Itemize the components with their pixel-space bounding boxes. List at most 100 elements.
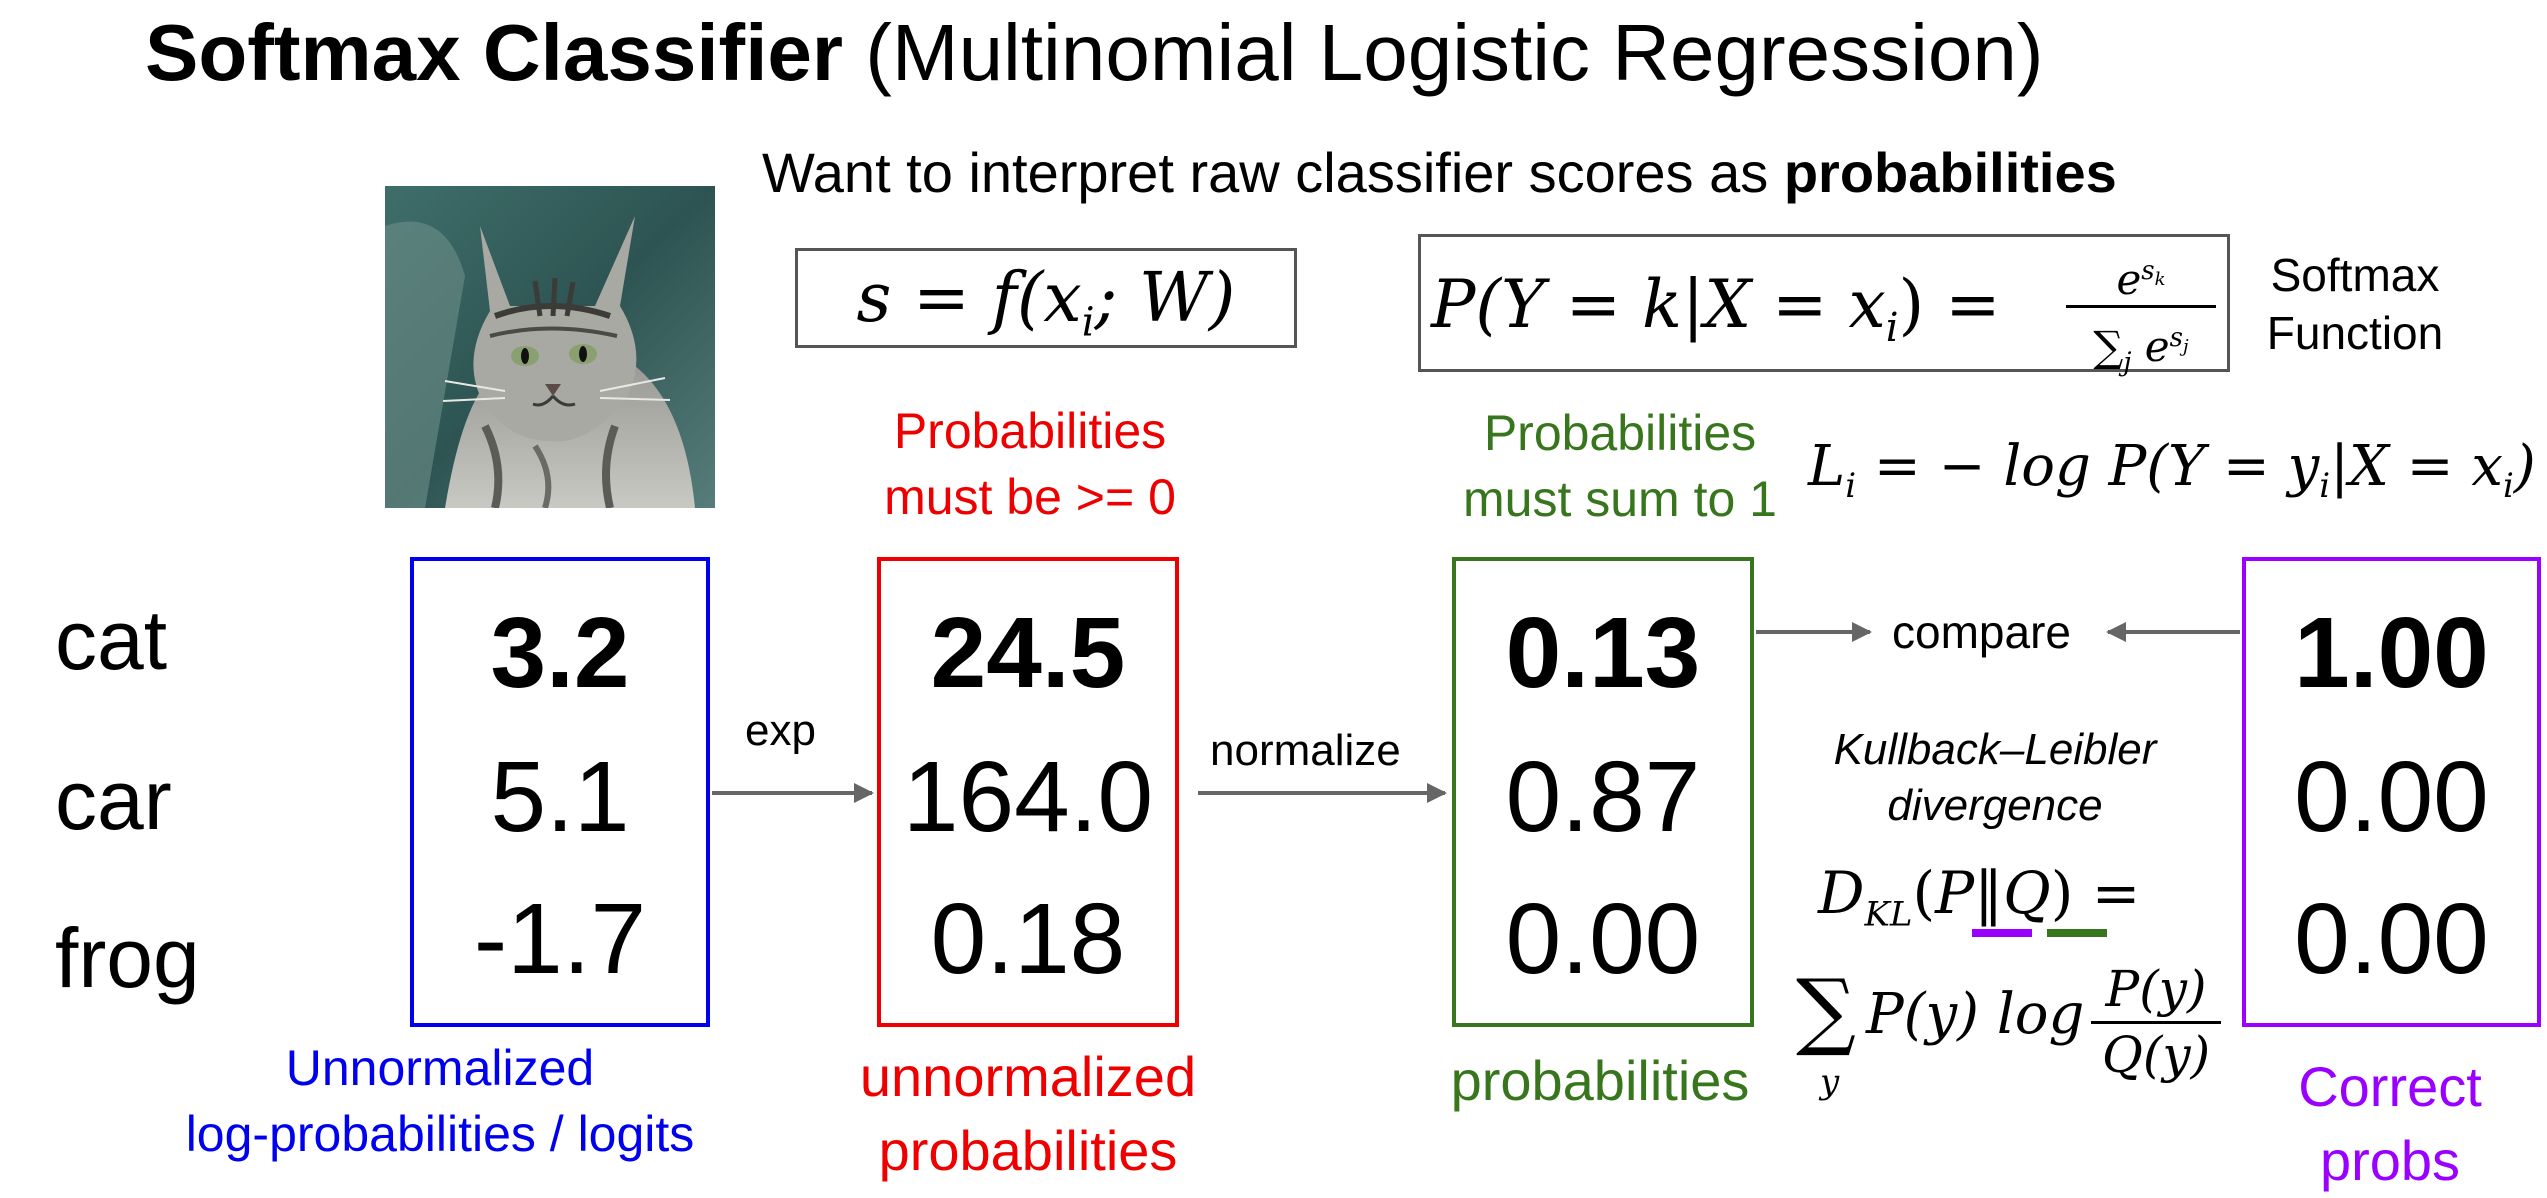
loss-rhs-mid: |X = x [2330,434,2503,499]
loss-close: ) [2513,434,2536,499]
prob-frog: 0.00 [1505,883,1701,995]
sum-note-line2: must sum to 1 [1463,471,1777,527]
logits-caption: Unnormalized log-probabilities / logits [130,1035,750,1167]
cat-image [385,186,715,508]
correct-caption: Correct probs [2250,1050,2530,1198]
unnorm-car: 164.0 [902,741,1154,853]
kl-fraction: P(y) Q(y) [2091,960,2221,1090]
kl-p: P [1935,859,1975,927]
softmax-numerator: esk [2066,245,2216,306]
softmax-den-j: j [2123,347,2132,378]
cat-illustration [385,186,715,508]
class-label-car: car [55,753,172,847]
softmax-formula-box: P(Y = k|X = xi) = esk ∑j esj [1418,234,2230,377]
softmax-denominator: ∑j esj [2066,311,2216,389]
probabilities-caption: probabilities [1400,1048,1800,1114]
loss-rhs: = − log P(Y = y [1873,434,2320,499]
softmax-fraction-bar [2066,305,2216,308]
sum-note: Probabilities must sum to 1 [1380,400,1860,532]
probabilities-box: 0.13 0.87 0.00 [1452,557,1754,1027]
correct-probs-box: 1.00 0.00 0.00 [2242,557,2541,1027]
kl-title-line1: Kullback–Leibler [1833,725,2157,774]
nonneg-note-line1: Probabilities [893,403,1167,459]
loss-lhs-sub: i [1845,466,1857,507]
kl-py-log: P(y) log [1866,982,2085,1047]
score-lhs: s [856,259,892,338]
sum-note-line1: Probabilities [1483,405,1757,461]
subtitle-bold: probabilities [1783,141,2117,204]
score-args: (x [1016,259,1082,338]
loss-rhs-sub: i [2319,466,2331,507]
score-rest: ; W) [1094,259,1236,338]
logits-box: 3.2 5.1 -1.7 [410,557,710,1027]
kl-sep: ‖ [1974,859,2004,927]
unnormalized-box: 24.5 164.0 0.18 [877,557,1179,1027]
kl-sub: KL [1864,894,1913,935]
unnorm-cat: 24.5 [930,597,1126,709]
score-formula-box: s = f(xi; W) [795,248,1297,348]
correct-caption-line1: Correct [2298,1055,2482,1118]
kl-title-line2: divergence [1887,781,2103,830]
softmax-fraction: esk ∑j esj [2066,245,2216,377]
page-title: Softmax Classifier (Multinomial Logistic… [145,8,2043,98]
softmax-den-sum: ∑ [2093,322,2124,371]
unnorm-frog: 0.18 [930,883,1126,995]
kl-formula-line2: ∑ y P(y) log P(y) Q(y) [1796,960,2226,1120]
kl-close: ) = [2050,859,2141,927]
kl-d: D [1818,859,1865,927]
kl-p-underline [1972,929,2032,937]
correct-caption-line2: probs [2319,1129,2461,1192]
softmax-den-e: e [2144,322,2170,371]
score-fn: f [991,259,1017,338]
kl-sum-sub: y [1820,1062,1840,1102]
correct-cat: 1.00 [2294,597,2489,709]
softmax-formula-lhs: P(Y = k|X = xi) = [1431,265,2001,368]
unnorm-caption-line2: probabilities [878,1119,1178,1182]
score-formula: s = f(xi; W) [798,257,1294,365]
kl-fraction-bar [2091,1021,2221,1024]
kl-num: P(y) [2105,960,2207,1018]
subtitle-prefix: Want to interpret raw classifier scores … [762,141,1784,204]
softmax-num-s: s [2141,256,2155,286]
softmax-label-line1: Softmax [2270,249,2440,301]
unnormalized-caption: unnormalized probabilities [800,1040,1256,1188]
softmax-function-label: Softmax Function [2245,246,2465,362]
prob-caption-line1: probabilities [1450,1049,1750,1112]
title-bold: Softmax Classifier [145,8,844,97]
softmax-den-s: s [2169,323,2183,353]
logit-car: 5.1 [490,741,630,853]
unnorm-caption-line1: unnormalized [859,1045,1197,1108]
softmax-num-e: e [2116,255,2142,304]
subtitle: Want to interpret raw classifier scores … [762,140,2117,206]
title-rest: (Multinomial Logistic Regression) [865,8,2044,97]
kl-formula-line1: DKL(P‖Q) = [1818,858,2140,950]
score-eq: = [913,259,971,338]
logit-frog: -1.7 [473,883,647,995]
normalize-label: normalize [1210,726,1401,775]
kl-q: Q [2003,859,2051,927]
kl-open: ( [1912,859,1936,927]
nonneg-note-line2: must be >= 0 [884,469,1176,525]
loss-rhs-sub2: i [2502,466,2514,507]
loss-lhs: L [1808,434,1846,499]
kl-sum: ∑ [1796,961,1856,1059]
softmax-den-j2: j [2183,336,2189,358]
logits-caption-line1: Unnormalized [285,1040,595,1096]
prob-cat: 0.13 [1505,597,1701,709]
loss-formula: Li = − log P(Y = yi|X = xi) [1808,432,2536,521]
softmax-label-line2: Function [2266,307,2444,359]
kl-q-underline [2047,929,2107,937]
class-label-frog: frog [55,911,200,1005]
compare-label: compare [1892,606,2071,658]
logits-caption-line2: log-probabilities / logits [185,1106,695,1162]
logit-cat: 3.2 [490,597,630,709]
correct-frog: 0.00 [2294,883,2489,995]
softmax-close: ) = [1898,266,2001,343]
softmax-num-k: k [2154,269,2166,291]
kl-title: Kullback–Leibler divergence [1780,722,2210,834]
prob-car: 0.87 [1505,741,1701,853]
softmax-lhs: P(Y = k|X = x [1431,266,1886,343]
softmax-lhs-sub: i [1885,305,1899,352]
nonneg-note: Probabilities must be >= 0 [820,398,1240,530]
